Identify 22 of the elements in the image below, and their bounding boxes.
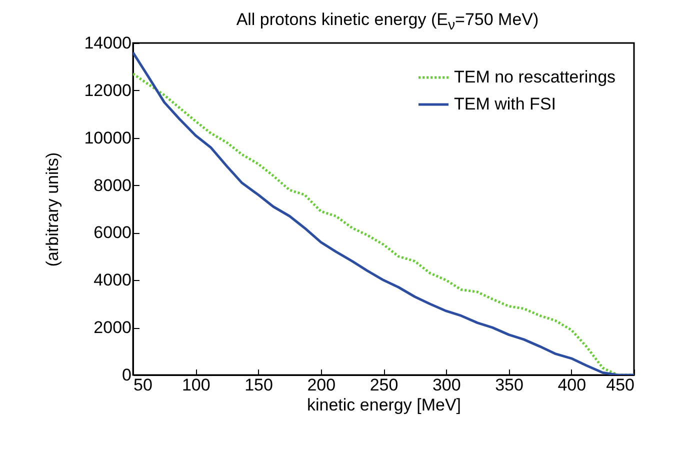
y-tick-label: 6000 <box>94 223 132 242</box>
y-tick-label: 12000 <box>84 80 132 100</box>
x-tick-label: 150 <box>244 376 273 394</box>
y-tick-label: 2000 <box>94 318 132 338</box>
y-axis-title: (arbitrary units) <box>43 152 62 267</box>
legend-label: TEM no rescatterings <box>454 68 616 86</box>
y-tick-label: 10000 <box>84 128 132 148</box>
x-tick-label: 400 <box>558 376 586 394</box>
chart-title: All protons kinetic energy (E$_{ν}$=750 MeV) <box>235 10 540 34</box>
x-tick-label: 100 <box>182 376 210 394</box>
x-axis-title: kinetic energy [MeV] <box>306 396 462 414</box>
y-tick-label: 4000 <box>94 270 132 290</box>
x-tick-label: 350 <box>495 376 524 394</box>
y-tick-label: 8000 <box>94 176 132 195</box>
y-tick-label: 0 <box>122 366 132 384</box>
x-tick-label: 300 <box>432 376 461 394</box>
x-tick-label: 200 <box>307 376 336 394</box>
x-tick-label: 50 <box>134 376 152 394</box>
x-tick-label: 450 <box>606 376 634 394</box>
y-tick-label: 14000 <box>84 34 132 52</box>
x-tick-label: 250 <box>370 376 398 394</box>
legend-label: TEM with FSI <box>454 94 556 114</box>
